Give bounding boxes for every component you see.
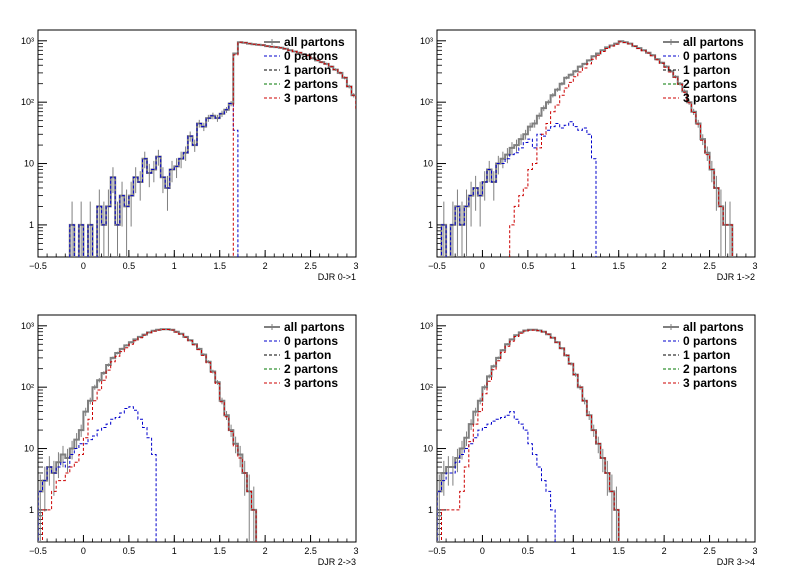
- x-axis-label: DJR 2->3: [318, 557, 356, 567]
- x-tick-label: 2.5: [703, 546, 716, 556]
- series-line: [441, 121, 597, 257]
- x-tick-label: 2.5: [703, 261, 716, 271]
- series-line: [38, 406, 157, 542]
- x-tick-label: 0: [81, 546, 86, 556]
- y-tick-label: 10³: [21, 36, 34, 46]
- legend-entry: all partons: [683, 35, 744, 49]
- chart-panel: −0.5 0 0.5 1 1.5 2 2.5 3 1 10 10² 10³ DJR 1->2 all pa…: [420, 29, 758, 282]
- legend-entry: 0 partons: [284, 49, 338, 63]
- chart-panel: −0.5 0 0.5 1 1.5 2 2.5 3 1 10 10² 10³ DJR 3->4 all pa…: [420, 314, 758, 567]
- x-tick-label: 3: [752, 546, 757, 556]
- x-tick-label: −0.5: [29, 261, 47, 271]
- x-tick-label: −0.5: [29, 546, 47, 556]
- x-tick-label: 1.5: [213, 261, 226, 271]
- legend-entry: 3 partons: [284, 376, 338, 390]
- y-tick-label: 10³: [420, 321, 433, 331]
- y-tick-label: 10²: [420, 382, 433, 392]
- legend-entry: all partons: [284, 35, 345, 49]
- x-tick-label: 2: [263, 546, 268, 556]
- legend-entry: all partons: [284, 320, 345, 334]
- y-tick-label: 10³: [420, 36, 433, 46]
- series-line: [69, 103, 239, 257]
- legend-entry: 0 partons: [284, 334, 338, 348]
- x-tick-label: 0: [480, 546, 485, 556]
- x-axis-label: DJR 1->2: [717, 272, 755, 282]
- x-tick-label: 1: [172, 546, 177, 556]
- x-tick-label: 0: [81, 261, 86, 271]
- series-line: [232, 41, 356, 257]
- legend-entry: 0 partons: [683, 334, 737, 348]
- x-axis-label: DJR 3->4: [717, 557, 755, 567]
- series-line: [441, 329, 620, 542]
- series-line: [42, 329, 257, 542]
- legend-entry: 2 partons: [683, 77, 737, 91]
- x-tick-label: 0.5: [522, 261, 535, 271]
- y-tick-label: 10: [423, 159, 433, 169]
- y-tick-label: 1: [29, 220, 34, 230]
- series-line: [437, 328, 620, 542]
- x-tick-label: 1: [172, 261, 177, 271]
- x-tick-label: 1: [571, 546, 576, 556]
- x-tick-label: −0.5: [428, 261, 446, 271]
- legend-entry: 1 parton: [683, 63, 730, 77]
- legend-entry: 2 partons: [284, 362, 338, 376]
- plot-frame: [37, 29, 357, 258]
- y-tick-label: 1: [428, 220, 433, 230]
- y-tick-label: 1: [29, 505, 34, 515]
- x-tick-label: 1.5: [213, 546, 226, 556]
- x-tick-label: 0.5: [123, 261, 136, 271]
- x-tick-label: 2: [662, 261, 667, 271]
- y-tick-label: 1: [428, 505, 433, 515]
- x-tick-label: 1: [571, 261, 576, 271]
- chart-panel: −0.5 0 0.5 1 1.5 2 2.5 3 1 10 10² 10³ DJR 0->1 all pa…: [21, 29, 359, 282]
- legend-entry: 1 parton: [284, 348, 331, 362]
- x-tick-label: 2.5: [304, 261, 317, 271]
- x-tick-label: 1.5: [612, 546, 625, 556]
- x-tick-label: 3: [353, 546, 358, 556]
- x-tick-label: 2: [263, 261, 268, 271]
- legend-entry: all partons: [683, 320, 744, 334]
- x-tick-label: 0.5: [522, 546, 535, 556]
- x-tick-label: 3: [353, 261, 358, 271]
- plot-frame: [37, 314, 357, 543]
- x-tick-label: 2: [662, 546, 667, 556]
- legend-entry: 2 partons: [683, 362, 737, 376]
- chart-panel: −0.5 0 0.5 1 1.5 2 2.5 3 1 10 10² 10³ DJR 2->3 all pa…: [21, 314, 359, 567]
- y-tick-label: 10: [423, 444, 433, 454]
- legend-entry: 0 partons: [683, 49, 737, 63]
- y-tick-label: 10: [24, 159, 34, 169]
- x-tick-label: 1.5: [612, 261, 625, 271]
- series-line: [437, 411, 556, 542]
- series-line: [509, 41, 733, 257]
- x-axis-label: DJR 0->1: [318, 272, 356, 282]
- x-tick-label: 3: [752, 261, 757, 271]
- legend-entry: 3 partons: [683, 91, 737, 105]
- y-tick-label: 10: [24, 444, 34, 454]
- legend-entry: 2 partons: [284, 77, 338, 91]
- legend-entry: 3 partons: [683, 376, 737, 390]
- y-tick-label: 10²: [21, 382, 34, 392]
- x-tick-label: −0.5: [428, 546, 446, 556]
- x-tick-label: 0.5: [123, 546, 136, 556]
- legend-entry: 1 parton: [683, 348, 730, 362]
- x-tick-label: 0: [480, 261, 485, 271]
- y-tick-label: 10³: [21, 321, 34, 331]
- legend-entry: 3 partons: [284, 91, 338, 105]
- plot-frame: [436, 314, 756, 543]
- y-tick-label: 10²: [420, 97, 433, 107]
- y-tick-label: 10²: [21, 97, 34, 107]
- legend-entry: 1 parton: [284, 63, 331, 77]
- x-tick-label: 2.5: [304, 546, 317, 556]
